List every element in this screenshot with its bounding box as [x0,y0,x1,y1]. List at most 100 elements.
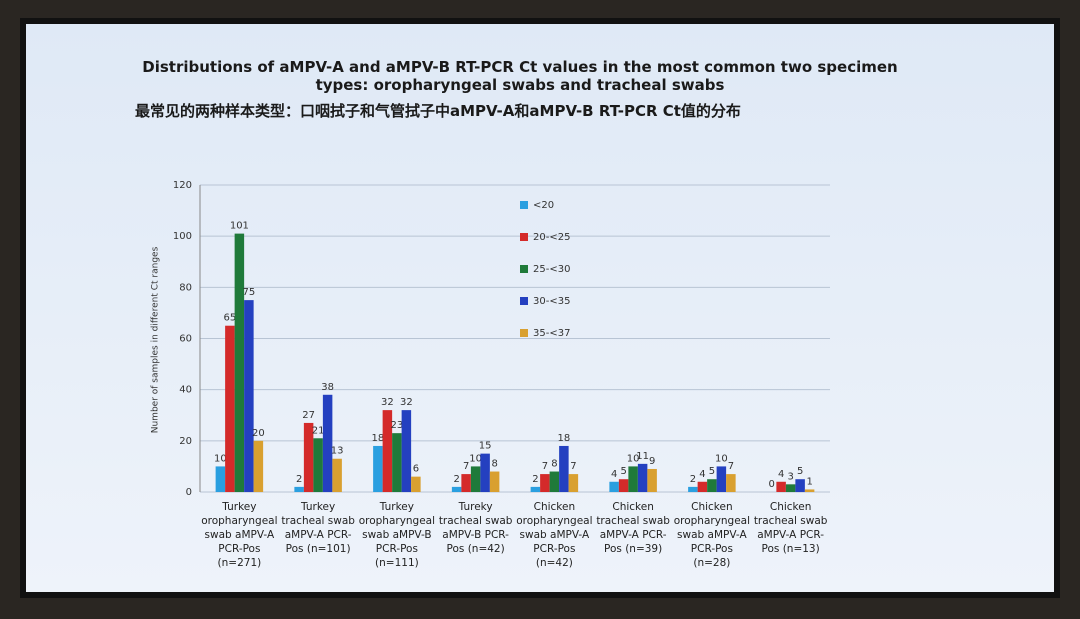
data-label: 13 [331,446,344,457]
bar [647,468,657,492]
x-tick-label: Turkey tracheal swab aMPV-A PCR-Pos (n=1… [281,501,355,555]
data-label: 27 [302,410,315,421]
bar [303,422,314,492]
bar [244,300,254,492]
data-label: 1 [806,476,812,487]
data-label: 4 [611,469,617,480]
bar [382,410,393,492]
bar [707,479,717,492]
bar [489,471,500,492]
bar [776,481,786,492]
data-label: 18 [558,433,571,444]
legend-label: <20 [533,200,554,211]
data-label: 3 [787,471,793,482]
data-label: 8 [551,459,557,470]
y-axis-label: Number of samples in different Ct ranges [151,246,161,433]
data-label: 2 [296,474,302,485]
data-label: 0 [768,479,774,490]
bar [530,486,541,492]
y-tick-label: 60 [179,334,192,345]
x-tick-label: Turkey oropharyngeal swab aMPV-B PCR-Pos… [358,501,436,569]
bar [451,486,462,492]
bar [628,466,638,492]
data-label: 10 [469,453,482,464]
data-label: 10 [627,453,640,464]
bar [618,479,629,492]
bar [609,481,619,492]
x-tick-label: Chicken oropharyngeal swab aMPV-A PCR-Po… [673,501,751,569]
bar [411,476,421,492]
legend-swatch [520,329,528,337]
bar [294,486,304,492]
data-label: 75 [243,287,256,298]
bar [480,453,490,492]
bar [332,458,342,492]
data-label: 2 [453,474,459,485]
legend-label: 35-<37 [533,328,570,339]
bar [785,484,796,492]
data-label: 32 [381,397,394,408]
bar [726,474,736,492]
data-label: 10 [715,453,728,464]
bar [549,471,560,492]
bar [234,233,245,492]
data-label: 38 [321,382,334,393]
bar [215,466,226,492]
bar [470,466,481,492]
data-label: 7 [728,461,734,472]
bar [373,445,383,492]
bar [313,438,323,492]
data-label: 15 [479,441,492,452]
x-tick-label: Tureky tracheal swab aMPV-B PCR-Pos (n=4… [438,501,513,555]
data-label: 5 [620,466,626,477]
bar [688,486,698,492]
data-label: 5 [797,466,803,477]
chart-subtitle: 最常见的两种样本类型：口咽拭子和气管拭子中aMPV-A和aMPV-B RT-PC… [135,102,741,120]
bar [392,433,402,492]
data-label: 2 [690,474,696,485]
data-label: 7 [570,461,576,472]
data-label: 7 [463,461,469,472]
legend-label: 20-<25 [533,232,570,243]
legend-swatch [520,201,528,209]
data-label: 18 [372,433,385,444]
y-tick-label: 100 [173,231,192,242]
slide [20,18,1060,598]
data-label: 9 [649,456,655,467]
bar [253,440,264,492]
bar [716,466,727,492]
data-label: 32 [400,397,413,408]
bar [795,479,805,492]
bar [540,474,550,492]
data-label: 101 [230,221,249,232]
bar [322,394,333,492]
legend-label: 25-<30 [533,264,570,275]
y-tick-label: 120 [173,180,192,191]
bar [559,445,569,492]
legend-label: 30-<35 [533,296,570,307]
bar [804,489,815,492]
bar [637,463,648,492]
data-label: 5 [709,466,715,477]
y-tick-label: 80 [179,282,192,293]
data-label: 20 [252,428,265,439]
bar [401,410,412,492]
y-tick-label: 40 [179,385,192,396]
data-label: 7 [542,461,548,472]
bar [568,474,579,492]
y-tick-label: 0 [186,487,192,498]
data-label: 4 [778,469,784,480]
data-label: 4 [699,469,705,480]
data-label: 8 [491,459,497,470]
x-tick-label: Turkey oropharyngeal swab aMPV-A PCR-Pos… [201,501,278,569]
bar [697,481,708,492]
data-label: 10 [214,453,227,464]
data-label: 2 [532,474,538,485]
bar [461,474,471,492]
data-label: 65 [224,313,237,324]
data-label: 21 [312,425,325,436]
data-label: 6 [413,464,419,475]
bar [225,325,235,492]
